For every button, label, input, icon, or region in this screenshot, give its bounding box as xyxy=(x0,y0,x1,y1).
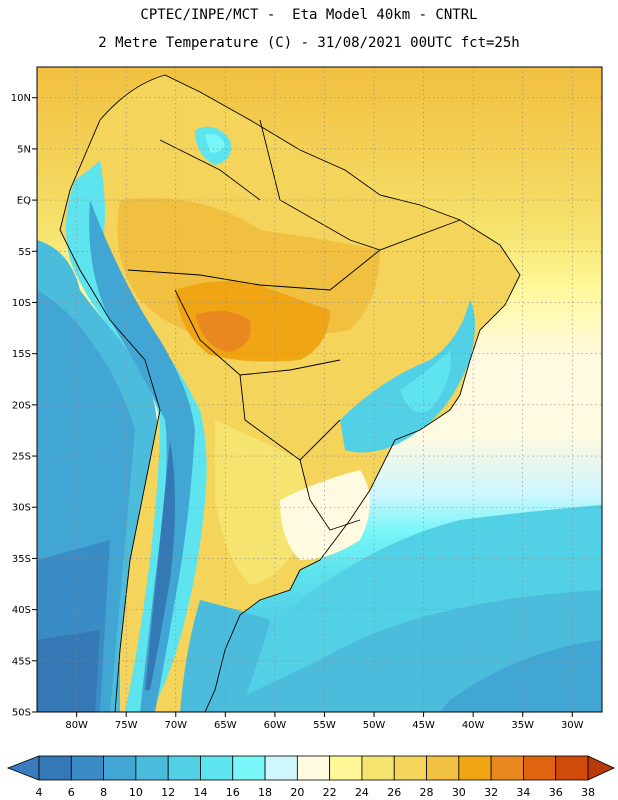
hottest-spot xyxy=(195,311,251,352)
colorbar-label: 28 xyxy=(420,786,434,799)
pacific-coastline xyxy=(59,119,161,712)
colorbar-segment xyxy=(361,755,395,781)
lon-tick-label: 40W xyxy=(462,720,485,731)
lon-tick-label: 45W xyxy=(412,720,435,731)
colorbar-label: 32 xyxy=(484,786,498,799)
colorbar-label: 22 xyxy=(323,786,337,799)
lat-tick-label: 50S xyxy=(12,708,31,719)
colorbar-segment xyxy=(426,755,460,781)
colorbar-segment xyxy=(523,755,557,781)
south-atlantic-cold-zone xyxy=(440,640,602,712)
chaco-warm-zone xyxy=(215,420,305,585)
colorbar-segment xyxy=(200,755,234,781)
uruguay-mild-zone xyxy=(280,470,370,560)
lon-tick-label: 70W xyxy=(164,720,187,731)
colorbar-segment xyxy=(296,755,331,781)
lat-tick-label: 5N xyxy=(17,144,31,155)
patagonia-cool-zone xyxy=(180,600,270,712)
colorbar-segment xyxy=(103,755,137,781)
lon-tick-label: 80W xyxy=(65,720,88,731)
lon-tick-label: 75W xyxy=(115,720,138,731)
colorbar-label: 6 xyxy=(68,786,75,799)
colorbar-segment xyxy=(490,755,524,781)
border-south xyxy=(239,374,341,461)
lat-tick-label: EQ xyxy=(17,196,31,207)
colorbar-segment xyxy=(393,755,427,781)
lon-tick-label: 60W xyxy=(264,720,287,731)
lat-tick-label: 40S xyxy=(12,605,31,616)
border-north xyxy=(127,249,381,291)
colorbar-label: 18 xyxy=(258,786,272,799)
colorbar-segment xyxy=(70,755,104,781)
coastlines-borders xyxy=(59,74,521,712)
colorbar-label: 10 xyxy=(129,786,143,799)
border-uruguay xyxy=(299,459,361,531)
lat-tick-label: 25S xyxy=(12,452,31,463)
colorbar-label: 12 xyxy=(161,786,175,799)
colorbar-label: 14 xyxy=(193,786,207,799)
lat-tick-label: 5S xyxy=(18,247,31,258)
lat-tick-label: 30S xyxy=(12,503,31,514)
colorbar-label: 24 xyxy=(355,786,369,799)
colorbar-label: 30 xyxy=(452,786,466,799)
colorbar-segment xyxy=(232,755,266,781)
lat-tick-label: 10N xyxy=(11,93,31,104)
title-line-2: 2 Metre Temperature (C) - 31/08/2021 00U… xyxy=(98,35,520,51)
colorbar-label: 34 xyxy=(516,786,530,799)
latitude-axis: 10N 5N EQ 5S 10S 15S 20S 25S 30S 35S 40S 45S 50S xyxy=(11,93,37,719)
colombia-highland-core xyxy=(205,133,225,153)
lat-tick-label: 15S xyxy=(12,349,31,360)
lon-tick-label: 65W xyxy=(214,720,237,731)
atlantic-coastline xyxy=(99,74,521,712)
colorbar-under-arrow xyxy=(6,755,40,781)
se-brazil-cool-core xyxy=(400,350,451,413)
colorbar-segment xyxy=(329,755,363,781)
colorbar-label: 26 xyxy=(387,786,401,799)
colorbar-segment xyxy=(38,755,72,781)
lon-tick-label: 55W xyxy=(313,720,336,731)
colorbar-label: 36 xyxy=(549,786,563,799)
lat-tick-label: 20S xyxy=(12,400,31,411)
longitude-axis: 80W 75W 70W 65W 60W 55W 50W 45W 40W 35W 30W xyxy=(65,712,584,731)
pacific-coldest-zone xyxy=(37,630,100,712)
colorbar-segment xyxy=(555,755,589,781)
lat-tick-label: 45S xyxy=(12,656,31,667)
colorbar-label: 16 xyxy=(226,786,240,799)
lon-tick-label: 50W xyxy=(363,720,386,731)
lon-tick-label: 35W xyxy=(511,720,534,731)
colorbar-label: 38 xyxy=(581,786,595,799)
lon-tick-label: 30W xyxy=(561,720,584,731)
colorbar-segment xyxy=(458,755,492,781)
lat-tick-label: 10S xyxy=(12,298,31,309)
border-guianas xyxy=(259,119,461,251)
colorbar-over-arrow xyxy=(587,755,615,781)
title-line-1: CPTEC/INPE/MCT - Eta Model 40km - CNTRL xyxy=(140,7,478,23)
plot-frame xyxy=(36,66,603,713)
colorbar-segment xyxy=(167,755,201,781)
colorbar-segment xyxy=(135,755,169,781)
colorbar-segment xyxy=(264,755,298,781)
colorbar: 4 6 8 10 12 14 16 18 20 22 24 26 28 30 32 34 36 38 xyxy=(6,755,615,799)
colorbar-label: 4 xyxy=(36,786,43,799)
temperature-field xyxy=(37,67,602,712)
border-colombia xyxy=(159,139,261,201)
colorbar-label: 8 xyxy=(100,786,107,799)
colorbar-label: 20 xyxy=(290,786,304,799)
lat-tick-label: 35S xyxy=(12,554,31,565)
andes-coldest-core xyxy=(145,440,175,690)
